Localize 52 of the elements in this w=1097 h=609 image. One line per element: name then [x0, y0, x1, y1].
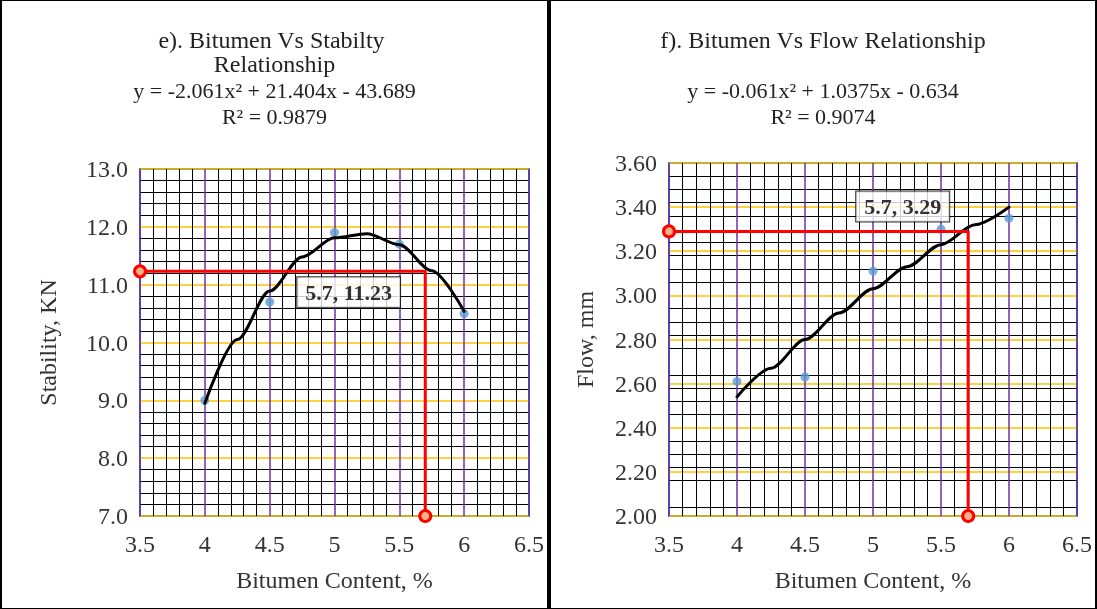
y-tick-label: 12.0	[86, 213, 128, 240]
x-tick-label: 3.5	[125, 531, 155, 557]
text: R² = 0.9074	[770, 103, 876, 129]
point	[1004, 213, 1014, 223]
y-tick-label: 2.00	[615, 503, 657, 529]
x-tick-label: 6.5	[1062, 531, 1092, 557]
y-tick-label: 9.0	[98, 387, 128, 414]
chart-title: f). Bitumen Vs Flow Relationship	[660, 27, 986, 53]
text: R² = 0.9879	[221, 103, 328, 129]
chart-title: e). Bitumen Vs Stabilty Relationship	[158, 27, 391, 77]
x-tick-label: 4.5	[254, 531, 285, 557]
x-tick-label: 5	[867, 531, 879, 557]
annotation: 5.7, 11.23	[305, 279, 393, 305]
point	[868, 266, 878, 276]
y-tick-label: 2.40	[615, 414, 657, 441]
y-axis-title: Flow, mm	[572, 290, 598, 389]
point	[662, 224, 676, 239]
x-tick-label: 5.5	[384, 531, 415, 557]
x-tick-label: 4	[198, 531, 211, 557]
y-tick-label: 3.60	[615, 150, 657, 176]
y-tick-label: 3.00	[615, 282, 657, 309]
point	[265, 297, 275, 307]
y-axis-title: Stability, KN	[35, 279, 61, 406]
y-tick-label: 7.0	[98, 503, 128, 529]
annotation: 5.7, 3.29	[864, 193, 942, 219]
x-tick-label: 5.5	[926, 531, 956, 557]
point	[732, 376, 742, 386]
x-tick-label: 6	[1003, 531, 1015, 557]
x-tick-label: 5	[328, 531, 341, 557]
x-tick-label: 6	[458, 531, 471, 557]
y-tick-label: 2.60	[615, 370, 657, 397]
x-axis-title: Bitumen Content, %	[774, 567, 972, 593]
point	[330, 228, 339, 238]
point	[800, 372, 810, 382]
text: y = -2.061x² + 21.404x - 43.689	[133, 77, 416, 103]
x-tick-label: 6.5	[514, 531, 544, 557]
x-tick-label: 4.5	[790, 531, 820, 557]
y-tick-label: 11.0	[86, 271, 128, 298]
x-axis-title: Bitumen Content, %	[236, 567, 433, 593]
text: y = -0.061x² + 1.0375x - 0.634	[687, 77, 959, 103]
x-tick-label: 4	[731, 531, 743, 557]
y-tick-label: 8.0	[98, 445, 128, 472]
y-tick-label: 3.20	[615, 238, 657, 265]
y-tick-label: 10.0	[86, 329, 128, 356]
x-tick-label: 3.5	[654, 531, 684, 557]
point	[133, 264, 147, 279]
y-tick-label: 2.20	[615, 458, 657, 485]
y-tick-label: 2.80	[615, 326, 657, 353]
y-tick-label: 13.0	[86, 156, 128, 182]
y-tick-label: 3.40	[615, 194, 657, 221]
point	[418, 509, 433, 523]
point	[961, 509, 976, 523]
